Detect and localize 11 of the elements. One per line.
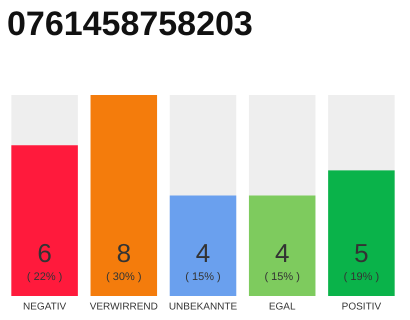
data-label: 4 ( 15% ) <box>264 238 300 283</box>
x-tick-label: NEGATIV <box>23 302 67 312</box>
x-tick-label: EGAL <box>268 302 296 312</box>
x-tick-label: UNBEKANNTE <box>168 302 238 312</box>
data-label: 5 ( 19% ) <box>344 238 380 283</box>
x-tick-label: VERWIRREND <box>90 302 158 312</box>
x-tick-label: POSITIV <box>342 302 382 312</box>
data-label: 8 ( 30% ) <box>106 238 142 283</box>
data-label: 4 ( 15% ) <box>185 238 221 283</box>
data-label: 6 ( 22% ) <box>26 238 62 283</box>
chart-title: 0761458758203 <box>7 5 253 43</box>
